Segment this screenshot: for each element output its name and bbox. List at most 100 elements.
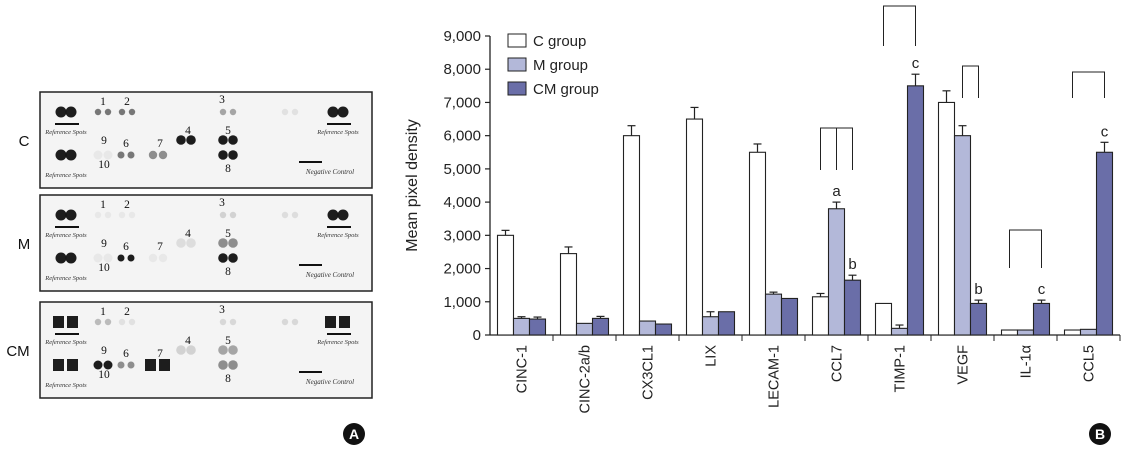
faint-spot [291,108,299,116]
spot-number: 3 [219,94,225,106]
bar-cm-group [843,279,862,336]
bar-cm-group [1032,302,1051,336]
cytokine-spot-10 [93,150,103,160]
comparison-bracket [962,65,979,98]
spot-number: 2 [124,306,130,318]
spot-number: 5 [225,335,231,347]
x-tick-label: CX3CL1 [641,345,657,400]
bar-c-group [1063,329,1082,336]
cytokine-spot-6 [117,254,125,262]
legend-label: M group [533,57,588,74]
bar-m-group [1016,329,1035,336]
legend-label: CM group [533,81,599,98]
x-tick-label: CCL5 [1082,345,1098,382]
faint-spot [281,108,289,116]
spot-number: 2 [124,199,130,211]
cytokine-spot-1 [104,211,112,219]
spot-number: 10 [98,159,110,171]
reference-spot [55,149,67,161]
spot-number: 7 [157,241,163,253]
reference-label: Reference Spots [44,275,87,282]
cytokine-spot-5 [228,238,238,248]
y-tick-label: 1,000 [443,294,481,311]
bar-c-group [559,253,578,336]
cytokine-spot-1 [104,318,112,326]
negative-control-label: Negative Control [305,378,354,386]
x-tick-label: VEGF [956,345,972,385]
cytokine-spot-10 [103,253,113,263]
cytokine-spot-7 [159,359,170,371]
bar-cm-group [906,85,925,336]
bar-m-group [764,293,783,336]
cytokine-spot-6 [127,254,135,262]
reference-spot [337,106,349,118]
reference-spot [55,106,67,118]
significance-letter: a [832,183,841,200]
cytokine-spot-3 [229,318,237,326]
cytokine-spot-3 [229,211,237,219]
bar-m-group [953,135,972,336]
bar-c-group [1000,329,1019,336]
reference-spot [55,252,67,264]
faint-spot [281,211,289,219]
bar-c-group [622,135,641,336]
reference-label: Reference Spots [44,339,87,346]
y-tick-label: 8,000 [443,61,481,78]
cytokine-spot-8 [228,360,238,370]
significance-letter: b [848,256,856,273]
panel-a-letter: A [349,426,359,442]
y-tick-label: 5,000 [443,161,481,178]
legend-swatch [507,81,527,96]
legend-swatch [507,33,527,48]
x-tick-label: LECAM-1 [767,345,783,408]
panel-b: 0 1,000 2,000 3,000 4,000 5,000 6,000 7,000 8,00… [380,0,1142,455]
bar-cm-group [780,297,799,336]
bar-cm-group [969,302,988,336]
cytokine-spot-4 [186,238,196,248]
reference-spot [55,209,67,221]
cytokine-spot-5 [218,135,228,145]
significance-letter: c [912,55,920,72]
cytokine-spot-10 [93,360,103,370]
cytokine-spot-7 [148,253,158,263]
reference-spot [65,106,77,118]
cytokine-spot-5 [218,238,228,248]
x-tick-label: TIMP-1 [893,345,909,393]
blot-panel: C Reference Spots Reference Spots Reference… [6,91,373,445]
spot-number: 7 [157,348,163,360]
spot-number: 6 [123,138,129,150]
blot-group-label: C [19,133,30,150]
spot-number: 4 [185,125,191,137]
x-tick-label: CCL7 [830,345,846,382]
significance-letter: c [1038,281,1046,298]
bar-m-group [638,320,657,336]
reference-spot [65,149,77,161]
spot-number: 1 [100,199,106,211]
bar-c-group [874,302,893,336]
y-tick-label: 6,000 [443,128,481,145]
spot-number: 8 [225,373,231,385]
reference-spot [53,316,64,328]
cytokine-spot-1 [94,211,102,219]
spot-number: 4 [185,335,191,347]
reference-label: Reference Spots [316,339,359,346]
cytokine-spot-2 [128,108,136,116]
bar-cm-group [1095,151,1114,336]
x-tick-label: IL-1α [1019,345,1035,378]
reference-spot [65,209,77,221]
cytokine-spot-7 [145,359,156,371]
bar-cm-group [591,317,610,336]
cytokine-spot-7 [158,253,168,263]
spot-number: 5 [225,125,231,137]
spot-number: 9 [101,345,107,357]
reference-label: Reference Spots [316,129,359,136]
spot-number: 4 [185,228,191,240]
spot-number: 3 [219,197,225,209]
y-tick-label: 3,000 [443,227,481,244]
x-tick-label: CINC-1 [515,345,531,393]
cytokine-spot-8 [228,150,238,160]
bar-c-group [748,151,767,336]
cytokine-spot-5 [218,345,228,355]
cytokine-spot-4 [186,135,196,145]
reference-spot [67,359,78,371]
